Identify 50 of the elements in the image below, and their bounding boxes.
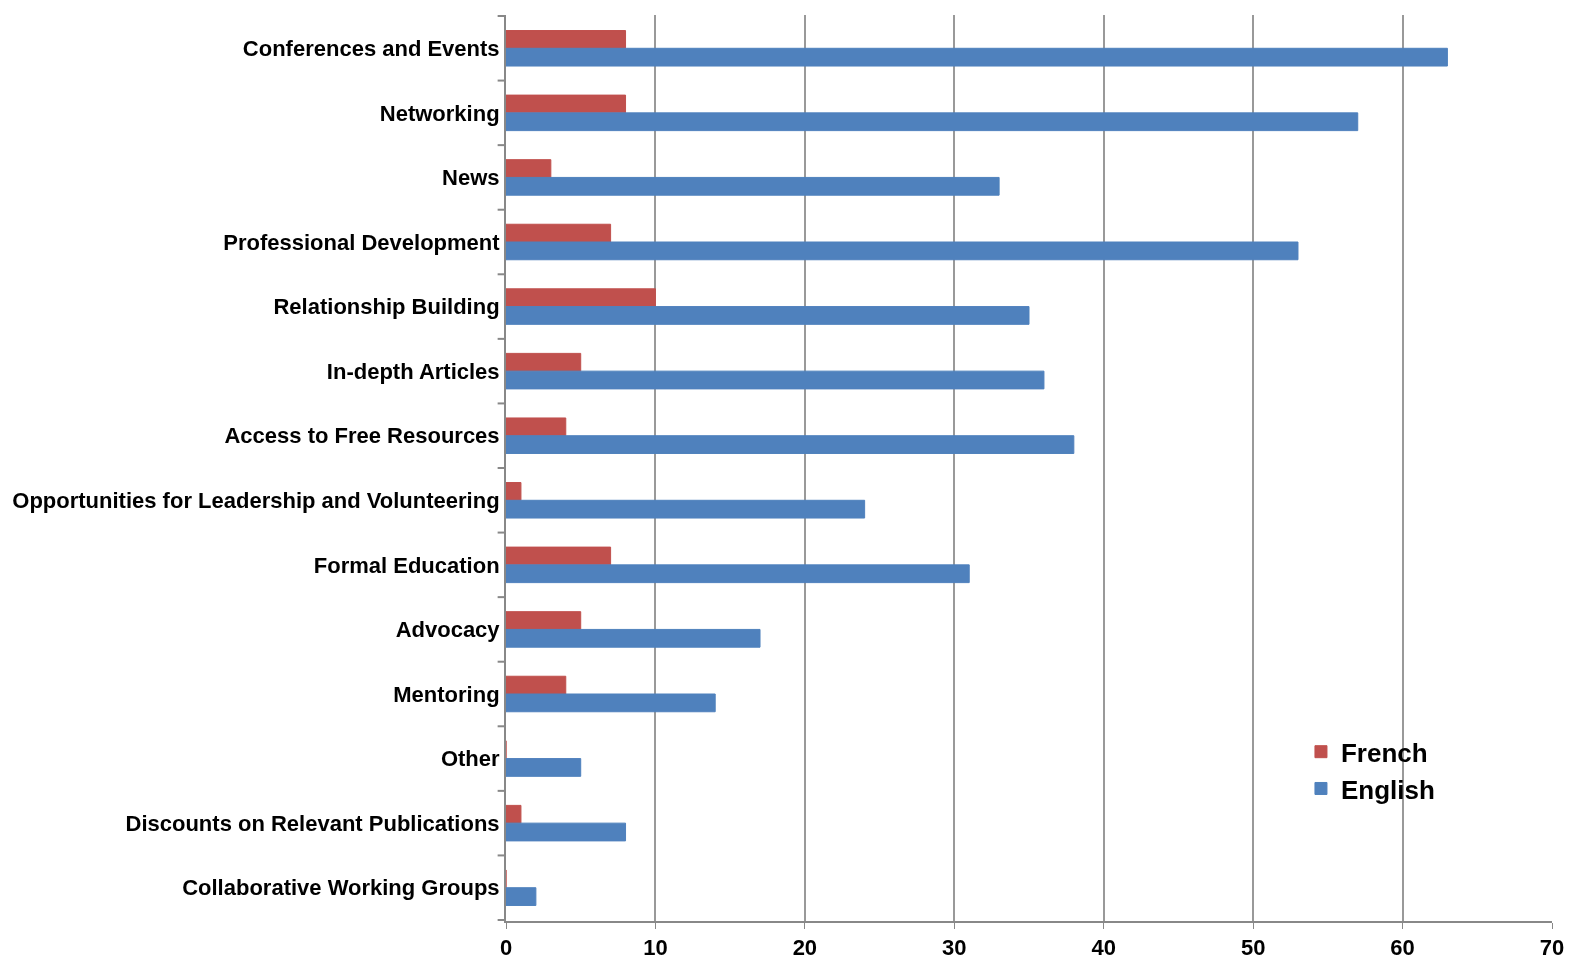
bar <box>506 758 582 777</box>
bar <box>506 822 627 842</box>
y-tick-label: Professional Development <box>223 229 501 255</box>
y-tick-label: Advocacy <box>395 617 501 643</box>
y-tick-label: News <box>442 165 500 191</box>
y-tick-label: Opportunities for Leadership and Volunteering <box>12 487 500 513</box>
bar <box>506 564 970 584</box>
x-tick-label: 30 <box>942 935 967 961</box>
bar <box>506 47 1448 67</box>
bar <box>506 482 522 501</box>
x-tick-label: 20 <box>792 935 818 961</box>
bar <box>506 675 567 695</box>
bar <box>506 306 1030 325</box>
bar <box>506 112 1359 132</box>
legend-label: French <box>1340 737 1428 768</box>
bar <box>506 435 1075 454</box>
bar <box>506 370 1045 390</box>
y-tick-label: In-depth Articles <box>326 358 500 384</box>
bar <box>506 94 627 114</box>
y-tick-label: Mentoring <box>393 681 500 707</box>
y-tick-label: Other <box>440 746 501 772</box>
bar <box>506 176 1000 196</box>
y-tick-label: Conferences and Events <box>242 35 500 61</box>
bar <box>506 352 582 372</box>
x-tick-label: 40 <box>1091 935 1116 961</box>
bar <box>506 159 552 178</box>
bar <box>506 499 866 519</box>
bar <box>506 628 761 648</box>
y-tick-label: Relationship Building <box>273 294 500 320</box>
y-tick-label: Access to Free Resources <box>224 423 500 449</box>
legend-label: English <box>1340 774 1435 805</box>
bar <box>506 611 582 630</box>
bar <box>506 804 522 824</box>
bar <box>506 288 656 308</box>
y-tick-label: Networking <box>379 100 500 126</box>
x-tick-label: 10 <box>643 935 668 961</box>
bar <box>506 241 1299 261</box>
y-tick-label: Discounts on Relevant Publications <box>125 810 500 836</box>
x-tick-label: 0 <box>499 935 513 961</box>
bar <box>506 693 716 713</box>
x-tick-label: 60 <box>1390 935 1415 961</box>
bar <box>506 30 627 49</box>
y-tick-label: Collaborative Working Groups <box>182 875 500 901</box>
y-tick-label: Formal Education <box>313 552 500 578</box>
bar <box>506 223 612 243</box>
bar <box>506 887 537 906</box>
x-tick-label: 70 <box>1539 935 1565 961</box>
bar <box>506 546 612 566</box>
x-tick-label: 50 <box>1240 935 1266 961</box>
bar <box>506 417 567 437</box>
